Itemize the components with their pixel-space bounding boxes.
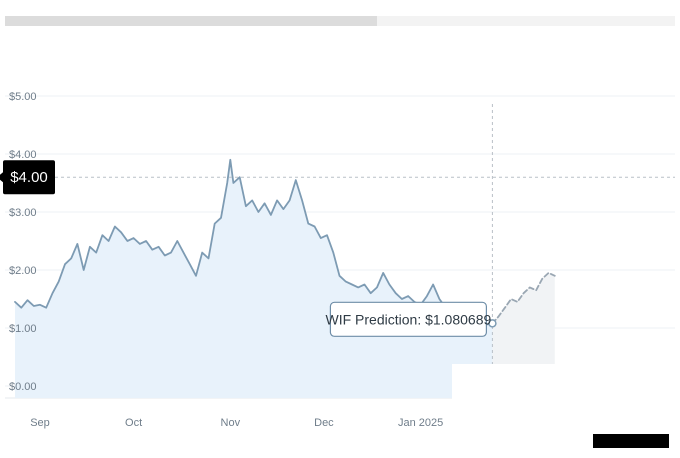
x-tick-label-4: Jan 2025 bbox=[398, 417, 443, 429]
y-tick-label-5: $5.00 bbox=[9, 91, 37, 103]
y-tick-label-0: $0.00 bbox=[9, 381, 37, 393]
prediction-tooltip bbox=[329, 301, 487, 337]
crosshair-value-label: $4.00 bbox=[10, 169, 48, 186]
redaction-bar bbox=[593, 434, 669, 448]
series-history-area bbox=[15, 159, 493, 398]
prediction-tooltip-label: WIF Prediction: $1.080689 bbox=[326, 311, 492, 327]
y-axis: $0.00 $1.00 $2.00 $3.00 $4.00 $5.00 bbox=[9, 91, 37, 393]
prediction-point-marker bbox=[488, 319, 497, 328]
x-tick-label-0: Sep bbox=[30, 417, 50, 429]
y-tick-label-3: $3.00 bbox=[9, 207, 37, 219]
crosshair-badge-pointer bbox=[0, 172, 3, 183]
y-tick-label-2: $2.00 bbox=[9, 265, 37, 277]
overlay-layer: $4.00 WIF Prediction: $1.080689 bbox=[0, 104, 675, 372]
x-tick-label-1: Oct bbox=[125, 417, 142, 429]
crosshair-value-badge bbox=[3, 160, 55, 195]
scrollbar-thumb[interactable] bbox=[5, 16, 377, 26]
series-history-line bbox=[14, 158, 494, 326]
y-tick-label-4: $4.00 bbox=[9, 149, 37, 161]
series-layer bbox=[14, 158, 556, 398]
x-axis: Sep Oct Nov Dec Jan 2025 bbox=[30, 417, 443, 429]
y-tick-label-1: $1.00 bbox=[9, 323, 37, 335]
x-tick-label-3: Dec bbox=[314, 417, 334, 429]
series-prediction-line bbox=[491, 272, 556, 325]
x-tick-label-2: Nov bbox=[221, 417, 241, 429]
